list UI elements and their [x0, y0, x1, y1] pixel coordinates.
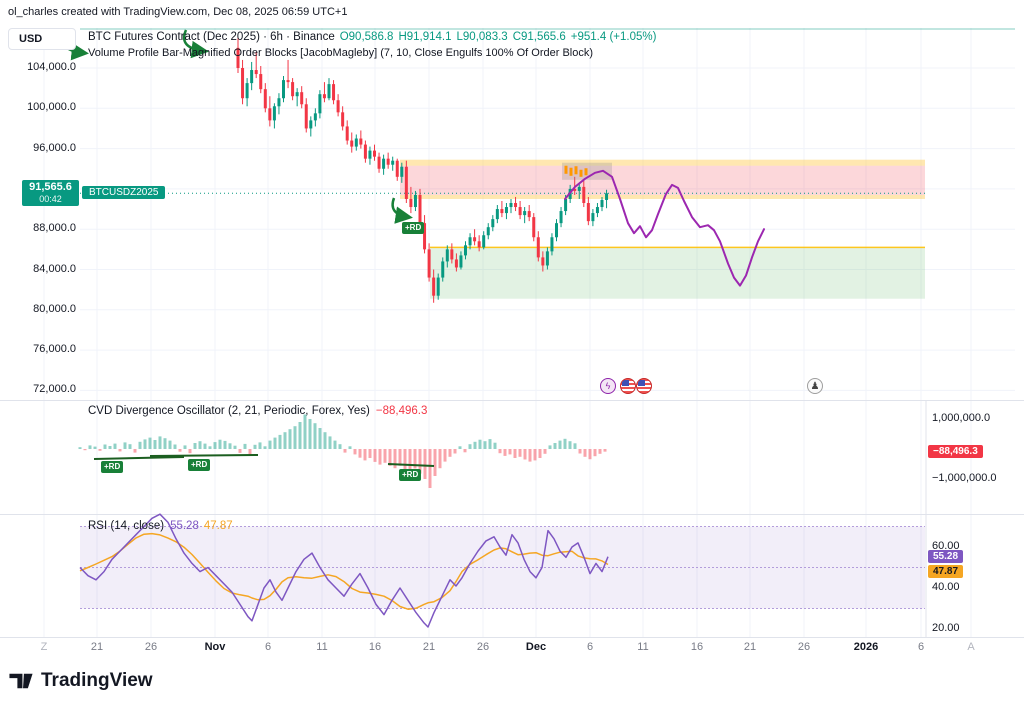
rsi-tick-20: 20.00: [932, 622, 960, 634]
tradingview-logo-text: TradingView: [41, 670, 153, 691]
time-tick-label: Z: [40, 641, 48, 653]
ohlc-high-value: H91,914.1: [398, 31, 452, 43]
time-tick-label: 2026: [853, 641, 879, 653]
rsi-ma-badge: 47.87: [928, 565, 964, 578]
price-tick-label: 76,000.0: [33, 343, 76, 356]
rd-signal-badge: +RD: [399, 469, 422, 481]
current-price-badge[interactable]: 91,565.6 00:42: [22, 180, 79, 206]
rsi-title[interactable]: RSI (14, close): [88, 520, 165, 532]
currency-usd-button[interactable]: USD: [8, 28, 76, 50]
cvd-title[interactable]: CVD Divergence Oscillator (2, 21, Period…: [88, 405, 370, 417]
tradingview-logo[interactable]: TradingView: [8, 668, 153, 694]
price-tick-label: 96,000.0: [33, 141, 76, 154]
time-tick-label: 21: [422, 641, 436, 653]
time-tick-label: 11: [316, 641, 328, 653]
price-tick-label: 72,000.0: [33, 383, 76, 396]
attribution-text: ol_charles created with TradingView.com,…: [8, 6, 348, 18]
price-tick-label: 88,000.0: [33, 222, 76, 235]
chess-event-icon[interactable]: ♟: [807, 378, 823, 394]
time-tick-label: Nov: [204, 641, 226, 653]
time-tick-label: 6: [917, 641, 925, 653]
time-tick-label: 21: [743, 641, 757, 653]
price-tick-label: 104,000.0: [27, 61, 76, 73]
indicator-title[interactable]: Volume Profile Bar-Magnified Order Block…: [88, 47, 594, 59]
symbol-title[interactable]: BTC Futures Contract (Dec 2025) · 6h · B…: [88, 31, 335, 43]
time-tick-label: 26: [797, 641, 811, 653]
ohlc-low-value: L90,083.3: [456, 31, 508, 43]
time-tick-label: 16: [368, 641, 382, 653]
cvd-axis-top-label: 1,000,000.0: [932, 412, 991, 424]
change-value: +951.4 (+1.05%): [570, 31, 657, 43]
rsi-panel-header: RSI (14, close) 55.28 47.87: [88, 520, 233, 532]
time-tick-label: 16: [690, 641, 704, 653]
current-price-value: 91,565.6: [29, 181, 72, 193]
cvd-value: −88,496.3: [375, 405, 428, 417]
symbol-label-badge: BTCUSDZ2025: [82, 186, 166, 199]
price-tick-label: 80,000.0: [33, 302, 76, 315]
rsi-tick-60: 60.00: [932, 540, 960, 552]
time-tick-label: 6: [264, 641, 272, 653]
flag-event-icon-2[interactable]: [636, 378, 652, 394]
bar-countdown: 00:42: [39, 194, 62, 204]
time-tick-label: 21: [90, 641, 104, 653]
rd-signal-badge: +RD: [188, 459, 211, 471]
cvd-value-badge: −88,496.3: [928, 445, 983, 458]
price-tick-label: 84,000.0: [33, 262, 76, 275]
lightning-event-icon[interactable]: ϟ: [600, 378, 616, 394]
time-tick-label: A: [967, 641, 975, 653]
time-tick-label: 11: [637, 641, 649, 653]
ohlc-close-value: C91,565.6: [512, 31, 566, 43]
time-tick-label: Dec: [525, 641, 547, 653]
rsi-ma-value: 47.87: [203, 520, 233, 532]
rsi-value-badge: 55.28: [928, 550, 964, 563]
cvd-panel-header: CVD Divergence Oscillator (2, 21, Period…: [88, 405, 427, 417]
rd-signal-badge: +RD: [101, 461, 124, 473]
time-tick-label: 6: [586, 641, 594, 653]
symbol-legend: BTC Futures Contract (Dec 2025) · 6h · B…: [88, 31, 656, 43]
rd-signal-badge: +RD: [402, 222, 425, 234]
time-tick-label: 26: [144, 641, 158, 653]
rsi-tick-40: 40.00: [932, 581, 960, 593]
ohlc-open-value: O90,586.8: [339, 31, 394, 43]
price-tick-label: 100,000.0: [27, 101, 76, 114]
flag-event-icon[interactable]: [620, 378, 636, 394]
rsi-value: 55.28: [170, 520, 199, 532]
cvd-axis-bottom-label: −1,000,000.0: [932, 472, 997, 484]
tradingview-logo-icon: [9, 673, 33, 689]
time-tick-label: 26: [476, 641, 490, 653]
